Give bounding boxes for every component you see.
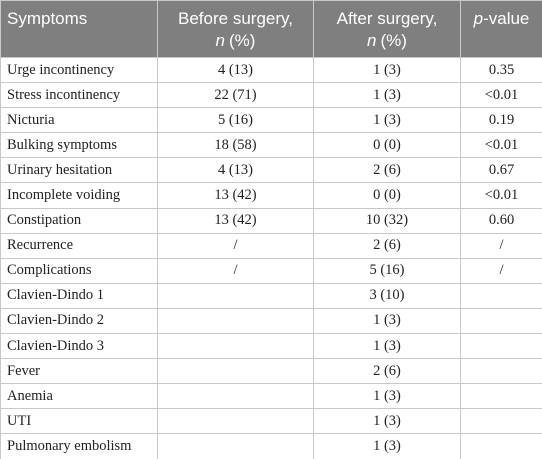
value-cell: 13 (42) [157,182,314,209]
table-row: Incomplete voiding 13 (42) 0 (0) <0.01 [0,182,542,209]
value-cell: 13 (42) [157,207,314,234]
header-text: (%) [380,31,407,50]
symptom-cell: UTI [0,408,158,435]
value-cell: 10 (32) [313,207,461,234]
value-cell: 18 (58) [157,132,314,159]
value-cell [157,333,314,360]
value-cell: 1 (3) [313,433,461,459]
header-text: Symptoms [7,9,88,28]
value-cell: <0.01 [460,82,542,109]
value-cell: 2 (6) [313,232,461,259]
value-cell: 1 (3) [313,107,461,134]
value-cell [460,433,542,459]
value-cell [460,282,542,309]
value-cell: 4 (13) [157,56,314,84]
value-cell: 1 (3) [313,333,461,360]
symptom-cell: Complications [0,257,158,284]
value-cell [157,358,314,385]
value-cell [460,383,542,410]
symptom-cell: Urge incontinency [0,56,158,84]
value-cell: 1 (3) [313,408,461,435]
header-italic: n [367,31,377,50]
value-cell: 1 (3) [313,307,461,335]
value-cell: 1 (3) [313,383,461,410]
value-cell [460,358,542,385]
value-cell: 5 (16) [157,107,314,134]
value-cell: 5 (16) [313,257,461,284]
symptom-cell: Constipation [0,207,158,234]
table-row: Anemia 1 (3) [0,383,542,410]
table-row: Clavien-Dindo 2 1 (3) [0,307,542,335]
table-row: UTI 1 (3) [0,408,542,435]
value-cell [460,307,542,335]
value-cell: 2 (6) [313,358,461,385]
header-row: Symptoms Before surgery, n (%) After surge… [0,0,542,58]
symptom-cell: Nicturia [0,107,158,134]
value-cell [157,433,314,459]
symptom-cell: Stress incontinency [0,82,158,109]
symptom-cell: Clavien-Dindo 3 [0,333,158,360]
value-cell [157,383,314,410]
value-cell: 2 (6) [313,157,461,184]
symptom-cell: Incomplete voiding [0,182,158,209]
table-row: Urinary hesitation 4 (13) 2 (6) 0.67 [0,157,542,184]
value-cell: 22 (71) [157,82,314,109]
header-cell: Before surgery, n (%) [157,0,314,58]
header-text: After surgery, [336,9,438,28]
symptom-cell: Anemia [0,383,158,410]
header-text: (%) [229,31,256,50]
symptom-cell: Clavien-Dindo 1 [0,282,158,309]
value-cell: 1 (3) [313,82,461,109]
table-row: Stress incontinency 22 (71) 1 (3) <0.01 [0,82,542,109]
value-cell: 0.35 [460,56,542,84]
table-body: Urge incontinency 4 (13) 1 (3) 0.35 Stress i… [0,56,542,459]
header-cell: Symptoms [0,0,158,58]
value-cell: 0 (0) [313,182,461,209]
table-row: Urge incontinency 4 (13) 1 (3) 0.35 [0,56,542,84]
value-cell: <0.01 [460,132,542,159]
symptom-cell: Bulking symptoms [0,132,158,159]
table-row: Complications/5 (16) / [0,257,542,284]
value-cell [157,408,314,435]
table-row: Clavien-Dindo 3 1 (3) [0,333,542,360]
value-cell [157,307,314,335]
table-row: Nicturia 5 (16) 1 (3) 0.19 [0,107,542,134]
table-row: Pulmonary embolism 1 (3) [0,433,542,459]
header-cell: After surgery, n (%) [313,0,461,58]
value-cell: 4 (13) [157,157,314,184]
header-italic: n [215,31,225,50]
value-cell [157,282,314,309]
value-cell: / [460,257,542,284]
value-cell [460,408,542,435]
table-row: Recurrence/2 (6) / [0,232,542,259]
header-text: -value [483,9,530,28]
value-cell: <0.01 [460,182,542,209]
table-row: Fever 2 (6) [0,358,542,385]
header-text: Before surgery, [178,9,293,28]
symptom-cell: Recurrence [0,232,158,259]
value-cell: 1 (3) [313,56,461,84]
value-cell: 0 (0) [313,132,461,159]
symptom-cell: Clavien-Dindo 2 [0,307,158,335]
header-cell: p-value [460,0,542,58]
value-cell [460,333,542,360]
value-cell: 0.67 [460,157,542,184]
value-cell: 0.60 [460,207,542,234]
table-row: Clavien-Dindo 1 3 (10) [0,282,542,309]
value-cell: / [157,232,314,259]
table-row: Bulking symptoms 18 (58) 0 (0) <0.01 [0,132,542,159]
table-row: Constipation 13 (42) 10 (32) 0.60 [0,207,542,234]
value-cell: 3 (10) [313,282,461,309]
value-cell: / [157,257,314,284]
symptom-cell: Urinary hesitation [0,157,158,184]
value-cell: / [460,232,542,259]
symptom-cell: Fever [0,358,158,385]
symptom-cell: Pulmonary embolism [0,433,158,459]
value-cell: 0.19 [460,107,542,134]
header-italic: p [473,9,484,28]
